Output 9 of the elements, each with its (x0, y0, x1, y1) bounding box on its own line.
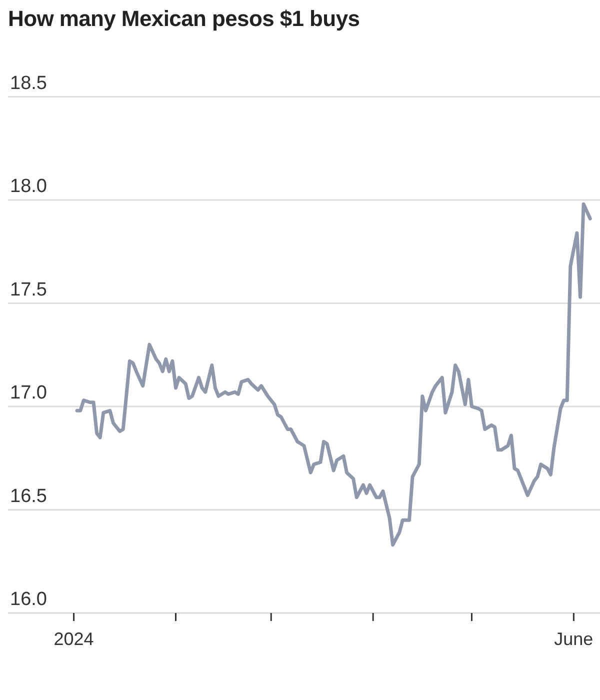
x-tick-label: June (554, 629, 594, 649)
chart-title: How many Mexican pesos $1 buys (8, 6, 360, 32)
y-tick-label: 17.5 (10, 279, 47, 300)
y-tick-label: 18.5 (10, 72, 47, 94)
x-tick-label: 2024 (54, 629, 94, 649)
y-tick-label: 16.0 (10, 589, 47, 610)
y-tick-label: 18.0 (10, 176, 47, 198)
y-tick-label: 17.0 (10, 382, 47, 404)
y-tick-label: 16.5 (10, 486, 47, 507)
